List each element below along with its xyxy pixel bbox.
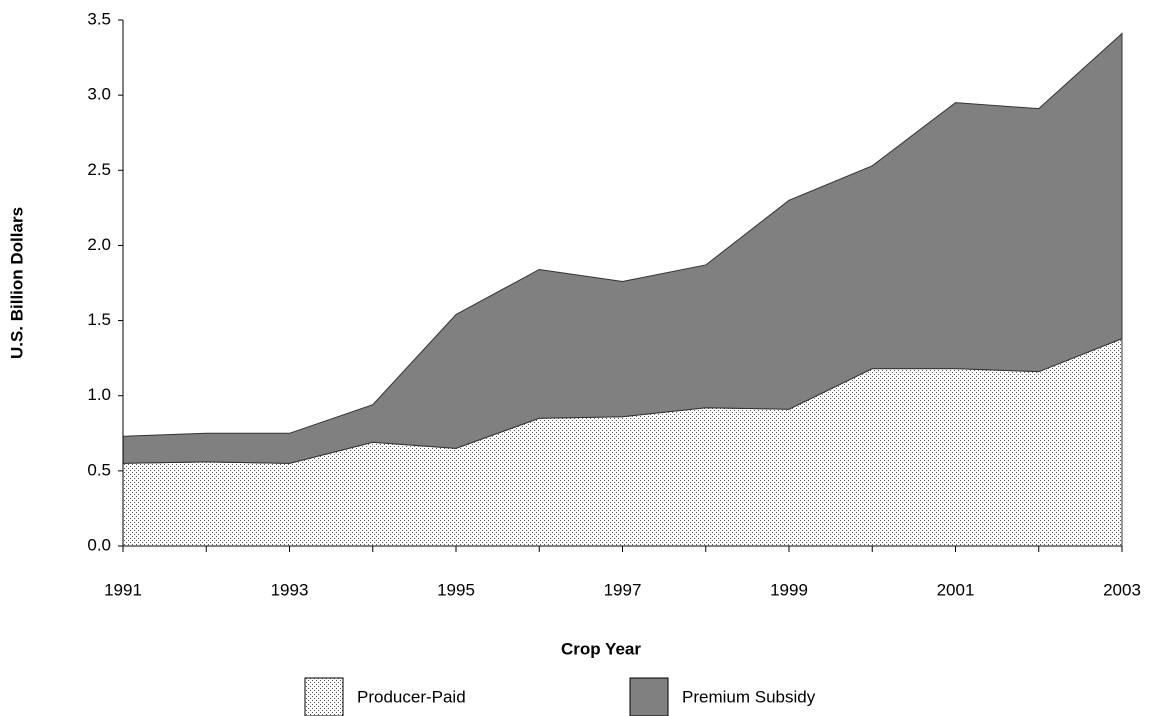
y-tick-label: 0.0 [87, 535, 111, 554]
y-tick-label: 0.5 [87, 460, 111, 479]
y-tick-label: 3.0 [87, 85, 111, 104]
legend-label: Producer-Paid [357, 687, 466, 706]
y-tick-label: 1.0 [87, 385, 111, 404]
y-tick-label: 1.5 [87, 310, 111, 329]
x-tick-label: 1999 [770, 580, 808, 599]
legend-swatch [304, 677, 344, 716]
legend-label: Premium Subsidy [682, 687, 816, 706]
y-tick-label: 3.5 [87, 9, 111, 28]
area [122, 32, 1123, 464]
x-tick-label: 1991 [104, 580, 142, 599]
y-tick-label: 2.0 [87, 235, 111, 254]
x-tick-label: 2001 [937, 580, 975, 599]
x-tick-label: 1997 [604, 580, 642, 599]
x-tick-label: 1995 [437, 580, 475, 599]
y-tick-label: 2.5 [87, 160, 111, 179]
y-axis-title: U.S. Billion Dollars [7, 207, 26, 359]
x-axis-title: Crop Year [561, 639, 641, 658]
x-tick-label: 1993 [271, 580, 309, 599]
x-tick-label: 2003 [1103, 580, 1141, 599]
legend-swatch [629, 677, 669, 716]
